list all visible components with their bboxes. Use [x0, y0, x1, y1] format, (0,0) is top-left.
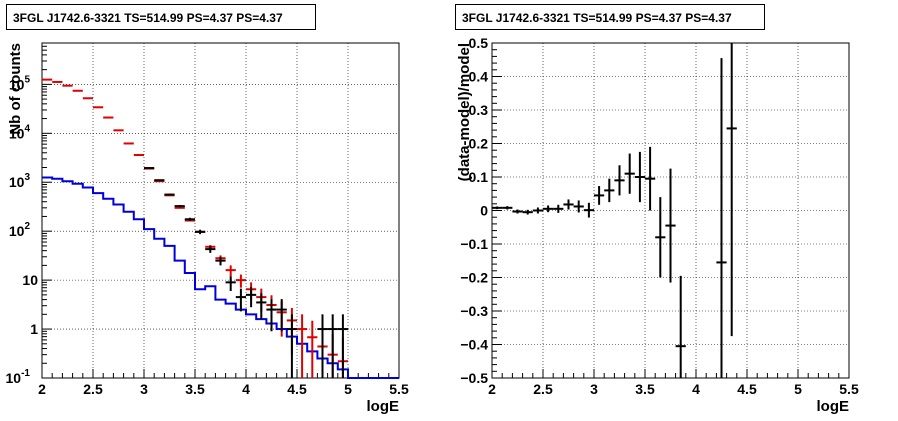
- counts-chart: 2 2.5 3 3.5 4 4.5 5 5.5 10-1 1 10 102 103 104 105 logE N…: [6, 42, 409, 415]
- y-tick-label: −0.1: [460, 236, 488, 252]
- y-tick-label: 0.4: [469, 69, 489, 85]
- x-tick-label: 4: [242, 381, 250, 397]
- x-tick-label: 4.5: [737, 381, 757, 397]
- x-tick-label: 3: [590, 381, 598, 397]
- residual-chart: 2 2.5 3 3.5 4 4.5 5 5.5 −0.5 −0.4 −0.3 −0.2 −0.1 0 0.1…: [456, 35, 859, 415]
- y-tick-label: 0.2: [469, 136, 489, 152]
- x-axis-label: logE: [367, 398, 400, 415]
- y-tick-label: 0.1: [469, 169, 489, 185]
- x-tick-label: 5.5: [389, 381, 409, 397]
- y-tick-label: 0: [480, 203, 488, 219]
- x-tick-label: 2.5: [533, 381, 553, 397]
- y-tick-label: 1: [30, 321, 38, 337]
- x-tick-label: 2: [38, 381, 46, 397]
- y-tick-label: 0.5: [469, 35, 489, 51]
- y-tick-label: −0.5: [460, 370, 488, 386]
- y-tick-label: −0.2: [460, 270, 488, 286]
- source-model-line: [42, 176, 399, 379]
- y-tick-label: 0.3: [469, 102, 489, 118]
- x-axis-label: logE: [817, 398, 850, 415]
- plot-frame: [41, 42, 400, 379]
- x-tick-label: 3.5: [185, 381, 205, 397]
- y-tick-label: −0.4: [460, 337, 488, 353]
- x-tick-label: 4: [692, 381, 700, 397]
- x-tick-label: 4.5: [287, 381, 307, 397]
- x-tick-label: 3.5: [635, 381, 655, 397]
- x-tick-label: 3: [140, 381, 148, 397]
- x-tick-label: 5: [344, 381, 352, 397]
- y-tick-label: 10-1: [6, 368, 31, 386]
- chart-title: 3FGL J1742.6-3321 TS=514.99 PS=4.37 PS=4…: [455, 4, 765, 30]
- x-tick-label: 5.5: [839, 381, 859, 397]
- y-axis-label: (data-model)/model: [456, 43, 473, 181]
- y-tick-label: 104: [9, 123, 31, 141]
- y-tick-label: 105: [9, 74, 31, 92]
- residual-panel: 3FGL J1742.6-3321 TS=514.99 PS=4.37 PS=4…: [449, 0, 898, 421]
- y-tick-label: −0.3: [460, 303, 488, 319]
- x-tick-label: 2.5: [83, 381, 103, 397]
- x-tick-label: 5: [794, 381, 802, 397]
- chart-title: 3FGL J1742.6-3321 TS=514.99 PS=4.37 PS=4…: [6, 4, 316, 30]
- counts-panel: 3FGL J1742.6-3321 TS=514.99 PS=4.37 PS=4…: [6, 4, 409, 415]
- x-tick-label: 2: [488, 381, 496, 397]
- y-axis-label: Nb of counts: [7, 43, 24, 135]
- y-tick-label: 10: [22, 272, 38, 288]
- y-tick-label: 102: [9, 221, 31, 239]
- y-tick-label: 103: [9, 172, 31, 190]
